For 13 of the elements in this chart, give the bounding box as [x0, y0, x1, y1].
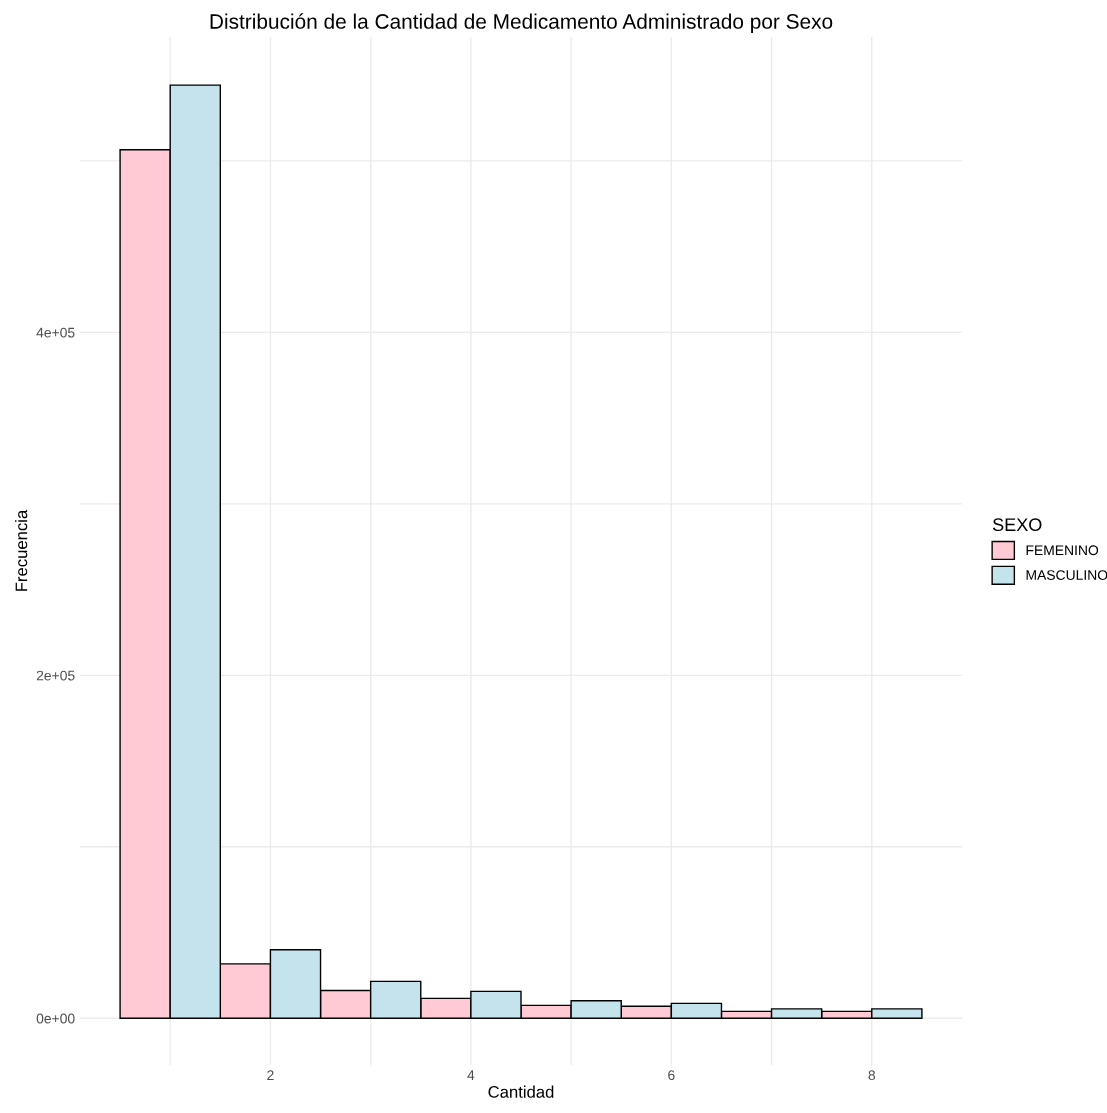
chart-title: Distribución de la Cantidad de Medicamento Administrado por Sexo	[210, 13, 833, 33]
y-tick-label: 4e+05	[36, 327, 75, 338]
x-axis-title: Cantidad	[488, 1085, 554, 1098]
x-tick-label: 6	[668, 1070, 675, 1081]
y-tick-label: 0e+00	[36, 1013, 75, 1024]
y-tick-label: 2e+05	[36, 670, 75, 681]
x-tick-label: 2	[267, 1070, 274, 1080]
y-axis-title: Frecuencia	[15, 509, 28, 591]
legend-title: SEXO	[992, 518, 1042, 532]
legend-label: MASCULINO	[1026, 570, 1107, 580]
legend-label: FEMENINO	[1026, 545, 1099, 556]
x-tick-label: 8	[868, 1070, 876, 1081]
x-tick-label: 4	[467, 1070, 475, 1080]
